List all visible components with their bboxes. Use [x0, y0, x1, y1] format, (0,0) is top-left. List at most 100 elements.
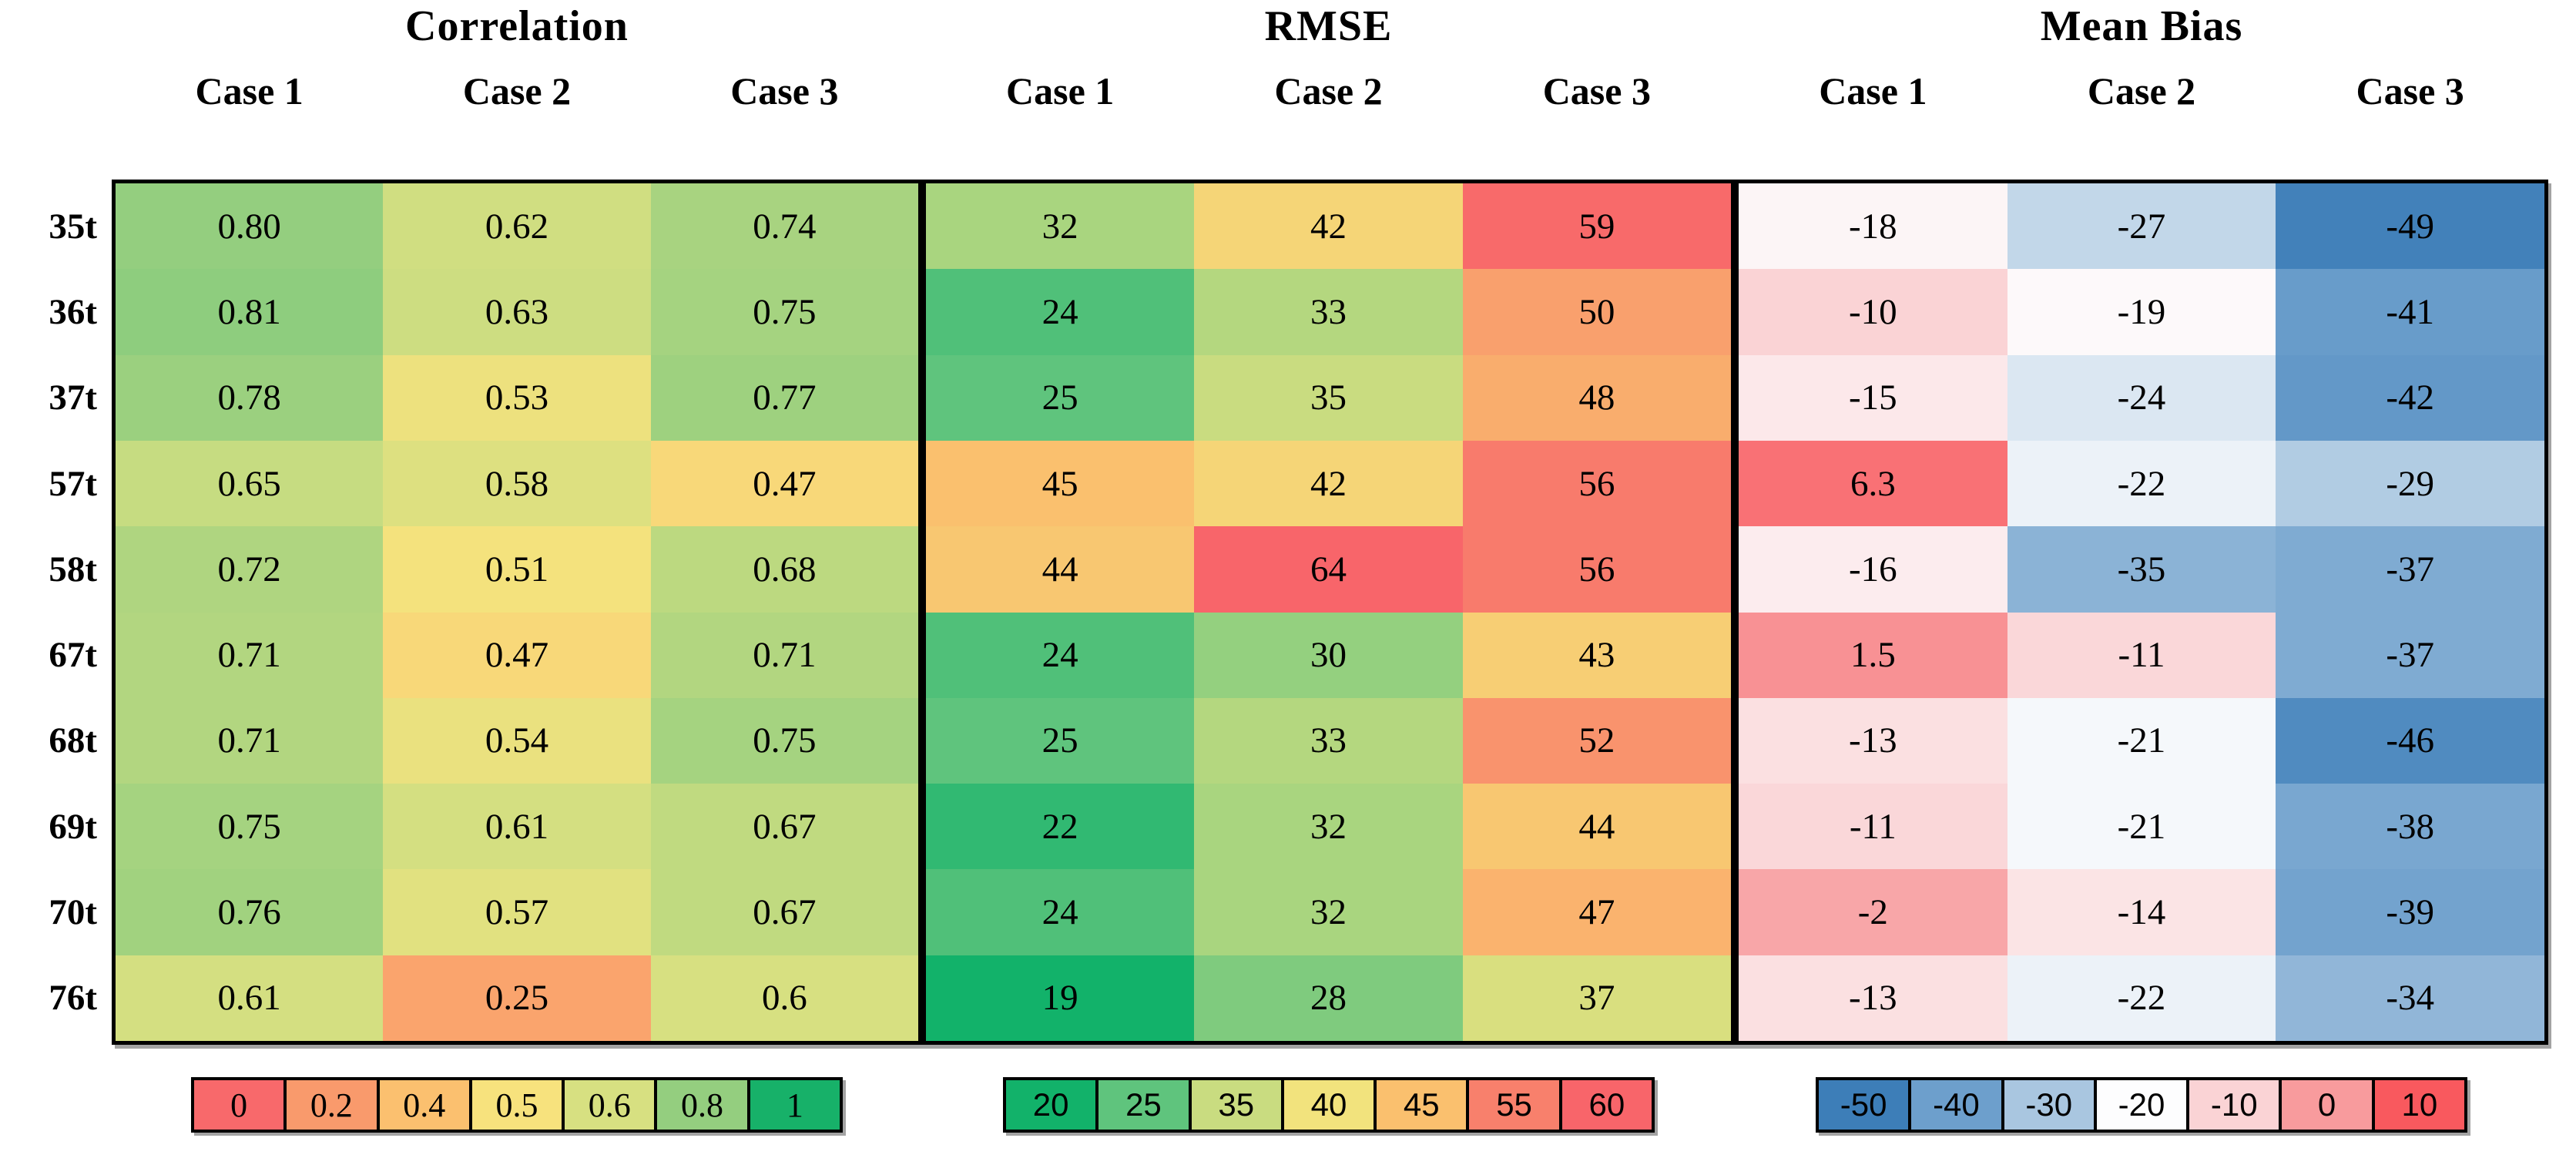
cell-57t-case-1: 0.65 [116, 440, 384, 527]
cell-67t-case-2: 30 [1194, 612, 1463, 698]
legend-cell-rmse-3: 40 [1283, 1080, 1377, 1130]
cell-70t-case-2: 32 [1194, 869, 1463, 955]
cell-58t-case-2: 0.51 [383, 526, 651, 613]
legend-cell-correlation-5: 0.8 [657, 1080, 750, 1130]
row-label-69t: 69t [49, 806, 97, 847]
colorbar-legend-mean-bias: -50 -40 -30 -20 -10 0 10 [1816, 1077, 2467, 1133]
cell-68t-case-3: 0.75 [650, 697, 918, 784]
row-label-76t: 76t [49, 978, 97, 1019]
legend-cell-rmse-4: 45 [1377, 1080, 1470, 1130]
cell-37t-case-3: 0.77 [650, 354, 918, 441]
cell-58t-case-3: -37 [2276, 526, 2544, 613]
cell-68t-case-2: -21 [2007, 697, 2276, 784]
cell-58t-case-3: 56 [1462, 526, 1731, 613]
column-header-row: Case 1 Case 2 Case 3 [116, 66, 918, 116]
cell-37t-case-3: -42 [2276, 354, 2544, 441]
cell-68t-case-1: 25 [926, 697, 1195, 784]
cell-58t-case-3: 0.68 [650, 526, 918, 613]
cell-57t-case-2: 42 [1194, 440, 1463, 527]
cell-70t-case-1: 0.76 [116, 869, 384, 955]
cell-70t-case-2: 0.57 [383, 869, 651, 955]
column-header-case-1: Case 1 [195, 69, 304, 112]
cell-70t-case-2: -14 [2007, 869, 2276, 955]
cell-67t-case-3: -37 [2276, 612, 2544, 698]
cell-37t-case-2: -24 [2007, 354, 2276, 441]
column-header-case-3: Case 3 [2356, 69, 2464, 112]
legend-cell-mean-bias-0: -50 [1819, 1080, 1912, 1130]
cell-37t-case-2: 0.53 [383, 354, 651, 441]
cell-35t-case-2: -27 [2007, 183, 2276, 270]
column-header-case-3: Case 3 [730, 69, 839, 112]
cell-69t-case-1: 22 [926, 784, 1195, 870]
cell-37t-case-3: 48 [1462, 354, 1731, 441]
column-header-case-3: Case 3 [1542, 69, 1651, 112]
cell-57t-case-2: -22 [2007, 440, 2276, 527]
row-label-37t: 37t [49, 378, 97, 418]
heatmap-grid: -18 -27 -49 -10 -19 -41 -15 -24 -42 6.3 -22 -29 -16-… [1735, 180, 2548, 1045]
cell-36t-case-3: 50 [1462, 269, 1731, 355]
column-header-row: Case 1 Case 2 Case 3 [1739, 66, 2544, 116]
cell-76t-case-3: -34 [2276, 955, 2544, 1041]
row-label-35t: 35t [49, 206, 97, 247]
cell-70t-case-1: -2 [1739, 869, 2007, 955]
section-title: RMSE [1264, 2, 1393, 50]
cell-68t-case-2: 0.54 [383, 697, 651, 784]
legend-cell-correlation-3: 0.5 [471, 1080, 565, 1130]
column-header-case-1: Case 1 [1819, 69, 1927, 112]
cell-69t-case-1: 0.75 [116, 784, 384, 870]
cell-76t-case-3: 0.6 [650, 955, 918, 1041]
row-label-column: 35t 36t 37t 57t 58t 67t 68t 69t 70t 76t [0, 183, 102, 1041]
section-rmse: RMSE Case 1 Case 2 Case 3 32 42 59 24 33 50 25 35 48… [922, 0, 1735, 1175]
cell-57t-case-3: 0.47 [650, 440, 918, 527]
cell-68t-case-1: -13 [1739, 697, 2007, 784]
cell-67t-case-2: -11 [2007, 612, 2276, 698]
legend-cell-mean-bias-4: -10 [2189, 1080, 2283, 1130]
legend-cell-mean-bias-2: -30 [2004, 1080, 2097, 1130]
cell-68t-case-1: 0.71 [116, 697, 384, 784]
section-mean-bias: Mean Bias Case 1 Case 2 Case 3 -18 -27 -49 -10-… [1735, 0, 2548, 1175]
cell-67t-case-3: 0.71 [650, 612, 918, 698]
cell-57t-case-1: 45 [926, 440, 1195, 527]
cell-58t-case-2: 64 [1194, 526, 1463, 613]
cell-69t-case-2: 32 [1194, 784, 1463, 870]
colorbar-legend-rmse: 20 25 35 40 45 55 60 [1003, 1077, 1655, 1133]
cell-70t-case-3: -39 [2276, 869, 2544, 955]
cell-35t-case-2: 0.62 [383, 183, 651, 270]
legend-cell-mean-bias-1: -40 [1911, 1080, 2004, 1130]
cell-67t-case-1: 0.71 [116, 612, 384, 698]
cell-70t-case-3: 0.67 [650, 869, 918, 955]
legend-cell-rmse-6: 60 [1561, 1080, 1652, 1130]
cell-58t-case-2: -35 [2007, 526, 2276, 613]
cell-70t-case-1: 24 [926, 869, 1195, 955]
row-label-58t: 58t [49, 549, 97, 589]
cell-76t-case-2: 0.25 [383, 955, 651, 1041]
cell-67t-case-1: 1.5 [1739, 612, 2007, 698]
cell-36t-case-2: -19 [2007, 269, 2276, 355]
cell-58t-case-1: 44 [926, 526, 1195, 613]
cell-36t-case-1: 24 [926, 269, 1195, 355]
cell-67t-case-2: 0.47 [383, 612, 651, 698]
colorbar-legend-correlation: 0 0.2 0.4 0.5 0.6 0.8 1 [191, 1077, 843, 1133]
cell-35t-case-2: 42 [1194, 183, 1463, 270]
legend-cell-rmse-0: 20 [1006, 1080, 1099, 1130]
cell-35t-case-1: 0.80 [116, 183, 384, 270]
cell-36t-case-3: 0.75 [650, 269, 918, 355]
legend-cell-correlation-0: 0 [194, 1080, 287, 1130]
cell-57t-case-3: 56 [1462, 440, 1731, 527]
cell-35t-case-3: 59 [1462, 183, 1731, 270]
cell-35t-case-1: -18 [1739, 183, 2007, 270]
cell-69t-case-1: -11 [1739, 784, 2007, 870]
cell-57t-case-2: 0.58 [383, 440, 651, 527]
cell-58t-case-1: -16 [1739, 526, 2007, 613]
row-label-68t: 68t [49, 720, 97, 761]
cell-57t-case-1: 6.3 [1739, 440, 2007, 527]
legend-cell-correlation-1: 0.2 [287, 1080, 380, 1130]
legend-cell-correlation-6: 1 [750, 1080, 840, 1130]
cell-36t-case-2: 0.63 [383, 269, 651, 355]
cell-70t-case-3: 47 [1462, 869, 1731, 955]
cell-76t-case-2: -22 [2007, 955, 2276, 1041]
cell-36t-case-3: -41 [2276, 269, 2544, 355]
cell-35t-case-3: 0.74 [650, 183, 918, 270]
legend-cell-rmse-1: 25 [1098, 1080, 1192, 1130]
